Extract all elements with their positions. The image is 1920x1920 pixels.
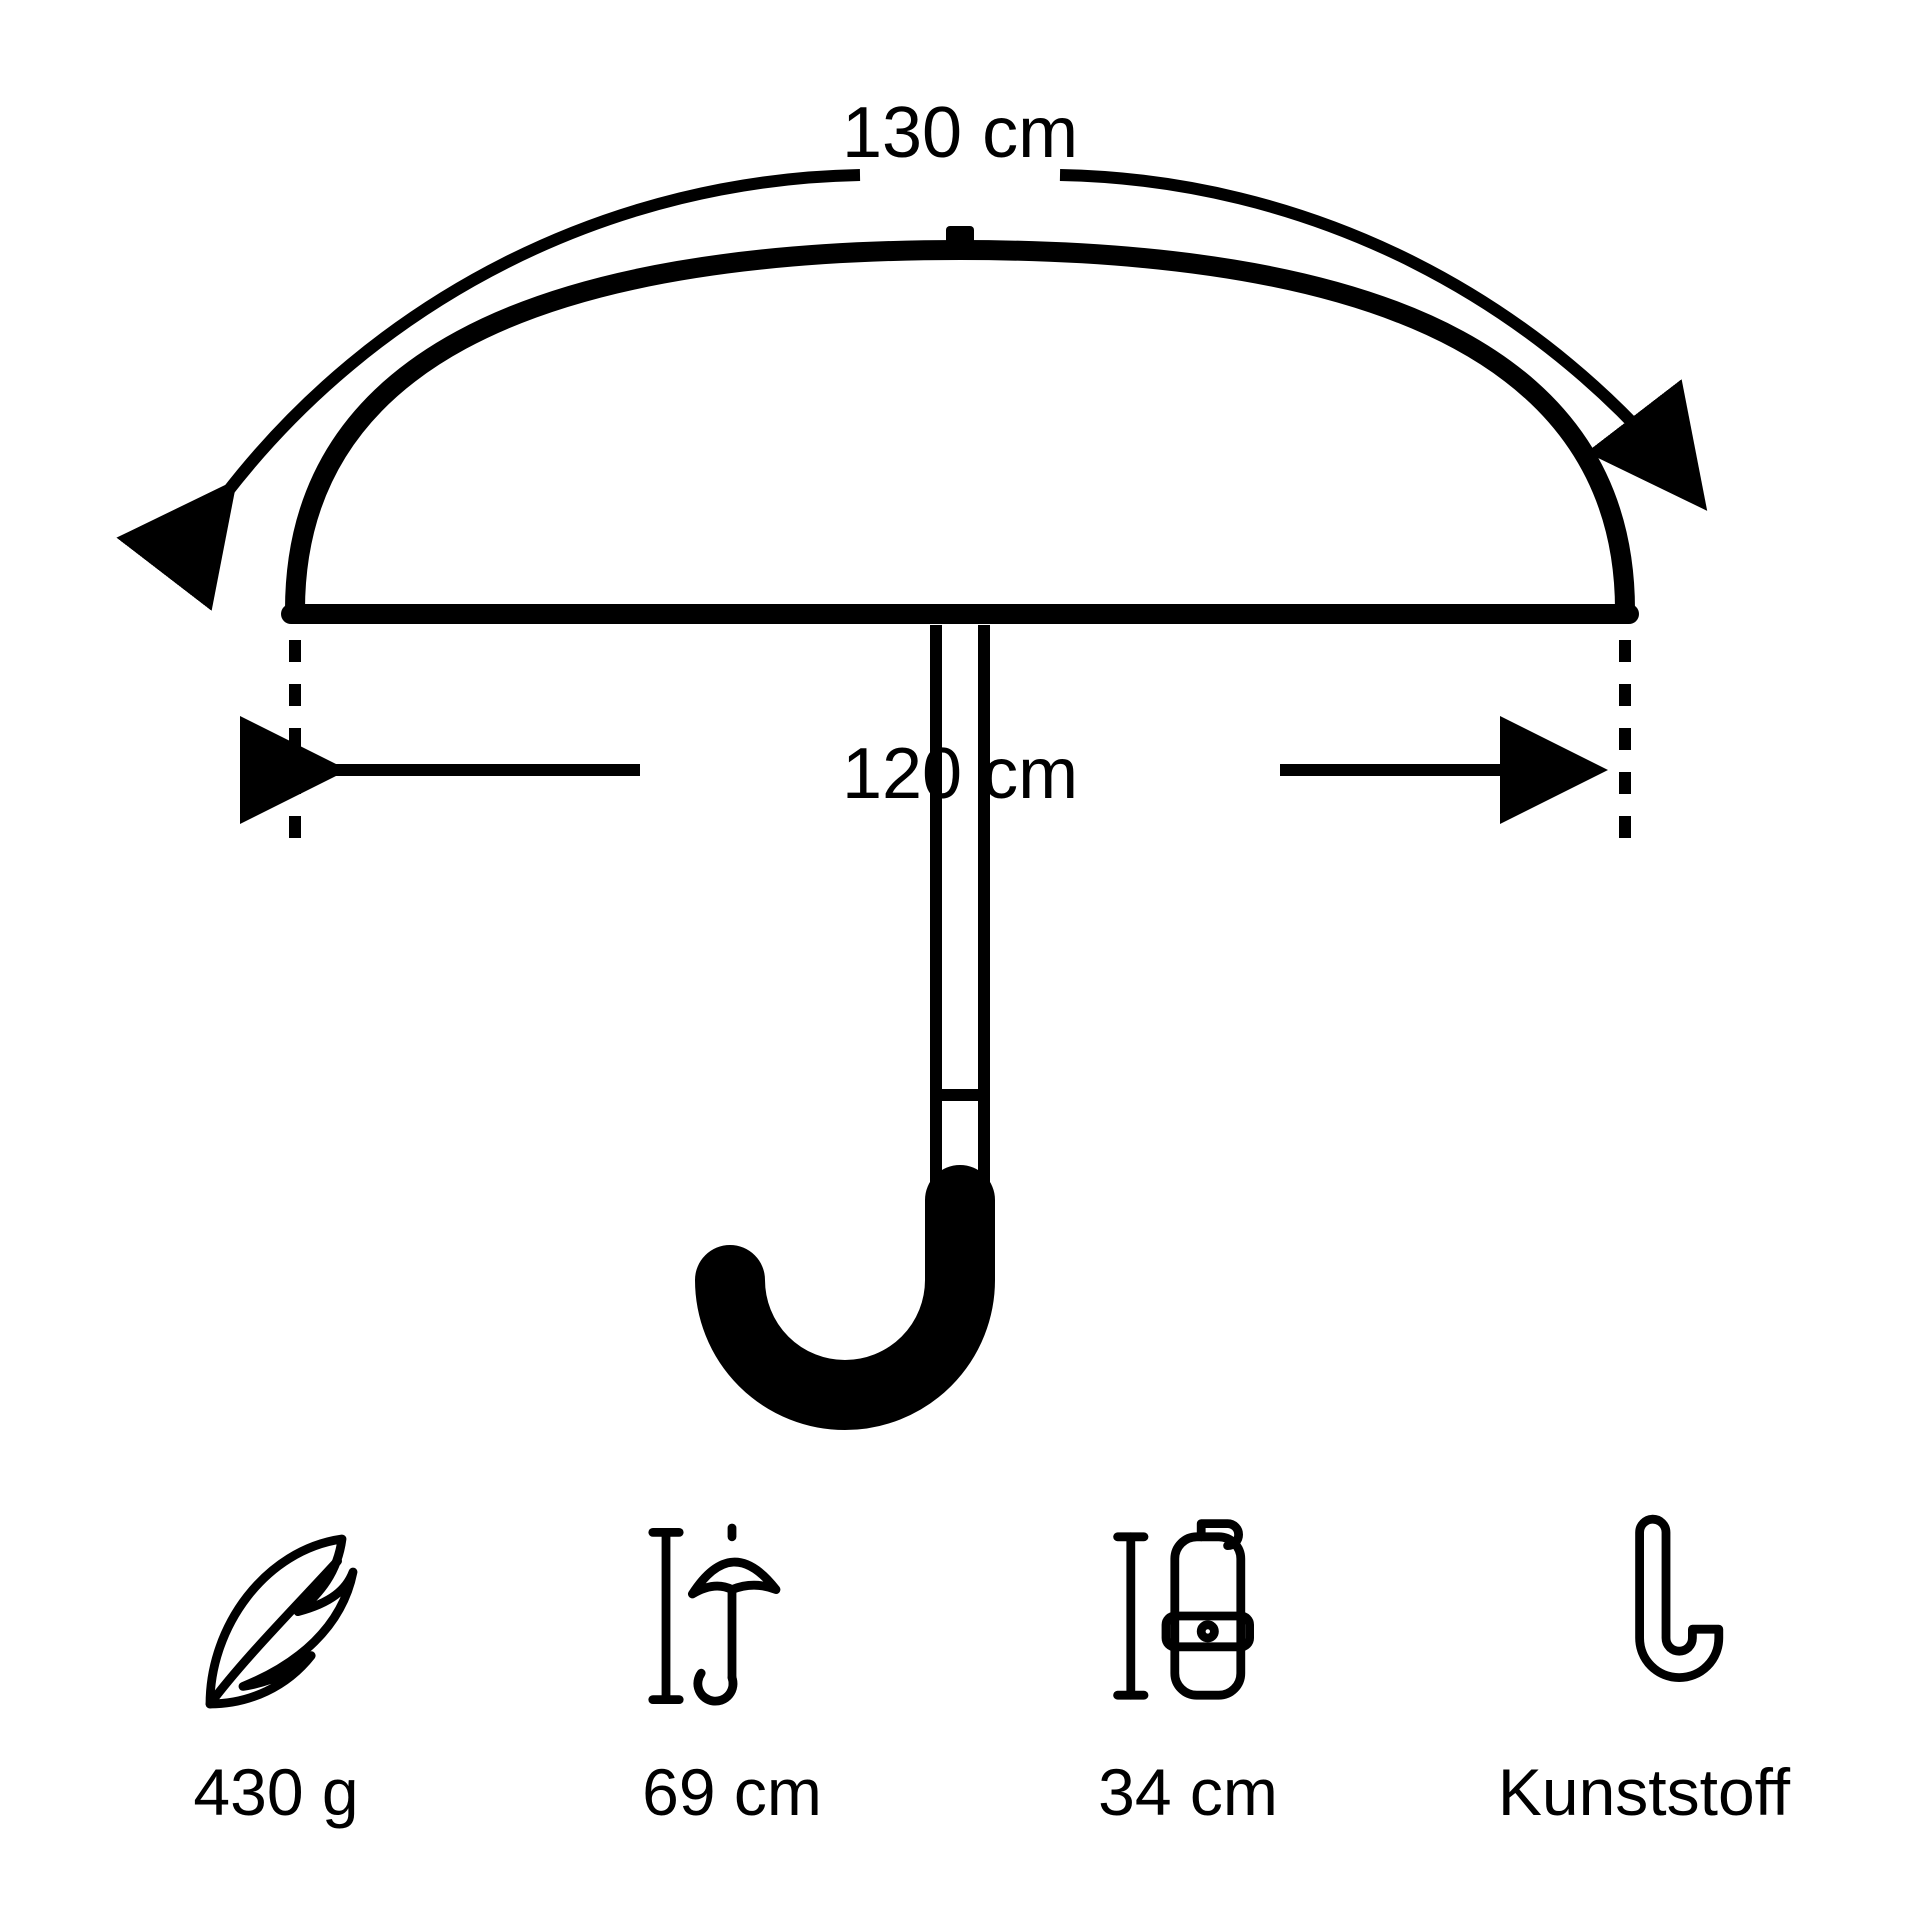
arc-length-label: 130 cm	[842, 92, 1078, 174]
spec-length: 69 cm	[552, 1506, 912, 1830]
feather-icon	[166, 1506, 386, 1726]
canopy-outline	[295, 250, 1625, 610]
arc-arrow-left	[225, 175, 860, 495]
spec-folded: 34 cm	[1008, 1506, 1368, 1830]
diameter-label: 120 cm	[842, 733, 1078, 815]
spec-weight-caption: 430 g	[193, 1754, 358, 1830]
spec-length-caption: 69 cm	[642, 1754, 822, 1830]
hook-handle-icon	[1534, 1506, 1754, 1726]
spec-row: 430 g 69 cm	[0, 1506, 1920, 1830]
folded-umbrella-icon	[1078, 1506, 1298, 1726]
arc-arrow-right	[1060, 175, 1695, 495]
closed-umbrella-icon	[622, 1506, 842, 1726]
spec-handle: Kunststoff	[1464, 1506, 1824, 1830]
spec-folded-caption: 34 cm	[1098, 1754, 1278, 1830]
hook-handle	[730, 1200, 960, 1395]
umbrella-spec-diagram: 130 cm 120 cm 430 g	[0, 0, 1920, 1920]
spec-handle-caption: Kunststoff	[1498, 1754, 1790, 1830]
spec-weight: 430 g	[96, 1506, 456, 1830]
